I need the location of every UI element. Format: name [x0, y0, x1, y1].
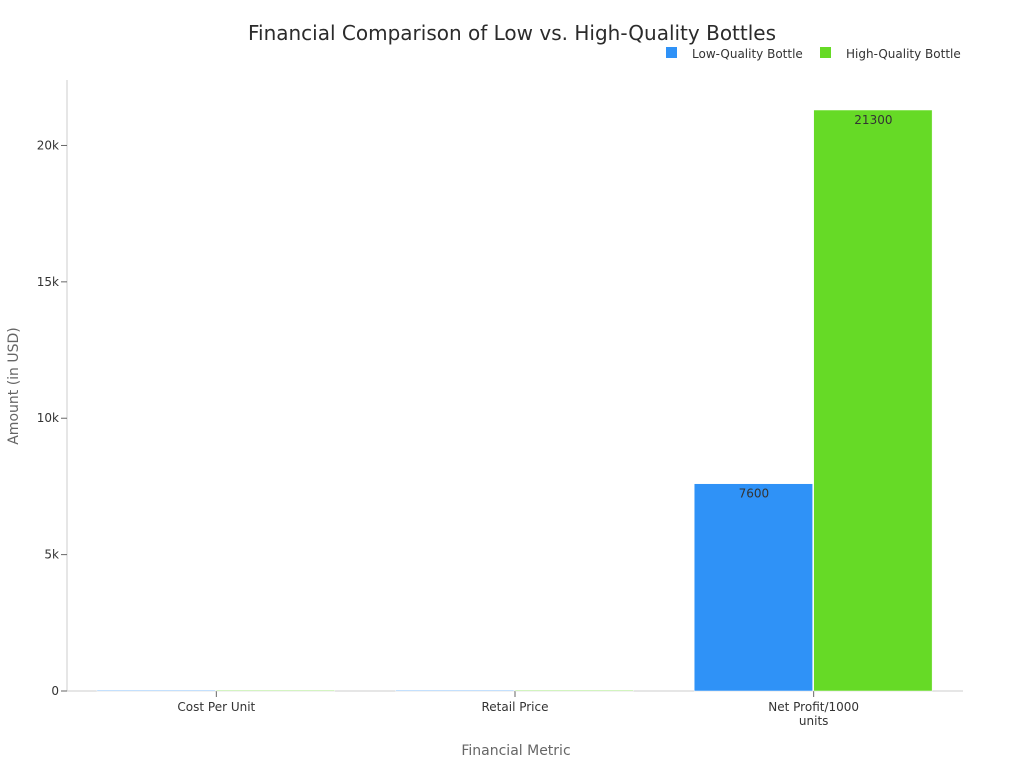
x-tick-label: Net Profit/1000 units — [768, 700, 859, 728]
y-axis-title: Amount (in USD) — [6, 327, 22, 445]
x-tick-label: Cost Per Unit — [177, 700, 255, 714]
x-tick-label: Retail Price — [482, 700, 549, 714]
y-tick-label: 15k — [37, 275, 59, 289]
axes: 0 5k 10k 15k 20k Cost Per Unit Retail Price Net… — [37, 80, 963, 728]
bar-1-1 — [514, 689, 634, 692]
bar-1-0 — [395, 689, 515, 692]
bar-0-1 — [216, 689, 336, 692]
legend-label: Low-Quality Bottle — [692, 47, 803, 61]
bars — [96, 109, 933, 692]
bar-0-0 — [96, 689, 216, 692]
y-tick-label: 5k — [44, 548, 59, 562]
legend-swatch — [666, 47, 677, 58]
y-tick-label: 10k — [37, 411, 59, 425]
x-axis-title: Financial Metric — [461, 743, 570, 759]
chart-title: Financial Comparison of Low vs. High-Qua… — [248, 21, 776, 45]
data-label: 7600 — [739, 487, 770, 501]
legend-label: High-Quality Bottle — [846, 47, 961, 61]
bar-2-0 — [693, 483, 813, 692]
bar-2-1 — [813, 109, 933, 692]
y-tick-label: 20k — [37, 138, 59, 152]
legend-swatch — [820, 47, 831, 58]
legend: Low-Quality Bottle High-Quality Bottle — [666, 47, 961, 61]
data-label: 21300 — [854, 113, 892, 127]
y-tick-label: 0 — [51, 684, 59, 698]
data-labels: 7600 21300 — [739, 113, 893, 501]
